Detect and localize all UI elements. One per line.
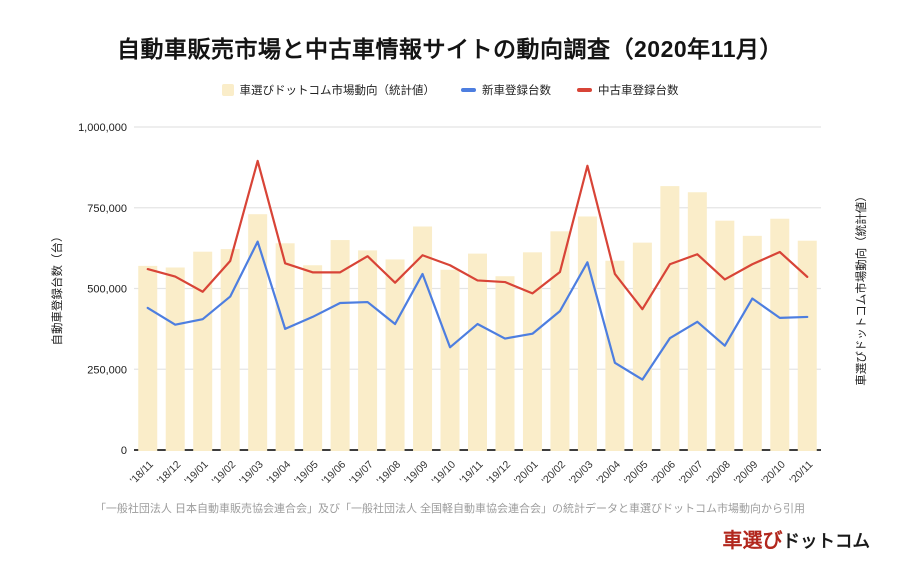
svg-text:'19/09: '19/09 bbox=[402, 459, 431, 488]
svg-text:'20/01: '20/01 bbox=[512, 459, 541, 488]
logo-black-text: ドットコム bbox=[782, 531, 871, 551]
svg-text:'19/08: '19/08 bbox=[375, 459, 404, 488]
svg-text:1,000,000: 1,000,000 bbox=[78, 122, 127, 134]
legend-label-new-car: 新車登録台数 bbox=[482, 85, 551, 97]
svg-text:500,000: 500,000 bbox=[87, 284, 127, 296]
svg-text:'20/09: '20/09 bbox=[732, 459, 761, 488]
legend-label-market-trend: 車選びドットコム市場動向（統計値） bbox=[239, 85, 436, 97]
line-swatch-icon bbox=[577, 88, 592, 92]
y2-axis-title: 車選びドットコム市場動向（統計値） bbox=[856, 190, 868, 386]
bars-market-trend bbox=[138, 186, 817, 451]
svg-text:'20/02: '20/02 bbox=[540, 459, 569, 488]
y-tick-labels: 0 250,000 500,000 750,000 1,000,000 bbox=[78, 122, 127, 457]
svg-text:250,000: 250,000 bbox=[87, 364, 127, 376]
svg-text:0: 0 bbox=[121, 445, 127, 457]
svg-text:'20/07: '20/07 bbox=[677, 459, 706, 488]
legend-item-used-car: 中古車登録台数 bbox=[577, 82, 679, 98]
svg-text:'18/12: '18/12 bbox=[155, 459, 184, 488]
svg-text:'19/04: '19/04 bbox=[265, 459, 294, 488]
svg-text:'19/07: '19/07 bbox=[347, 459, 376, 488]
source-footnote: 「一般社団法人 日本自動車販売協会連合会」及び「一般社団法人 全国軽自動車協会連… bbox=[94, 503, 806, 515]
y-axis-title: 自動車登録台数（台） bbox=[52, 230, 64, 346]
logo-red-text: 車選び bbox=[722, 530, 783, 552]
chart-title: 自動車販売市場と中古車情報サイトの動向調査（2020年11月） bbox=[117, 36, 783, 62]
line-new-car-registrations bbox=[146, 240, 809, 381]
svg-text:'20/11: '20/11 bbox=[787, 459, 815, 487]
legend-item-market-trend: 車選びドットコム市場動向（統計値） bbox=[221, 82, 436, 98]
x-tick-labels: '18/11'18/12'19/01'19/02'19/03'19/04'19/… bbox=[128, 459, 816, 488]
line-swatch-icon bbox=[461, 88, 476, 92]
svg-text:'19/06: '19/06 bbox=[320, 459, 349, 488]
svg-text:'20/05: '20/05 bbox=[622, 459, 651, 488]
svg-text:'20/04: '20/04 bbox=[595, 459, 624, 488]
svg-text:'19/10: '19/10 bbox=[430, 459, 459, 488]
legend-label-used-car: 中古車登録台数 bbox=[598, 85, 679, 97]
svg-text:'20/06: '20/06 bbox=[649, 459, 678, 488]
svg-text:'19/12: '19/12 bbox=[485, 459, 514, 488]
svg-text:750,000: 750,000 bbox=[87, 203, 127, 215]
svg-text:'19/01: '19/01 bbox=[182, 459, 211, 488]
chart-legend: 車選びドットコム市場動向（統計値） 新車登録台数 中古車登録台数 bbox=[0, 82, 900, 98]
svg-text:'19/11: '19/11 bbox=[458, 459, 486, 487]
line-used-car-registrations bbox=[146, 159, 809, 311]
svg-text:'20/08: '20/08 bbox=[704, 459, 733, 488]
svg-text:'19/02: '19/02 bbox=[210, 459, 239, 488]
svg-text:'19/05: '19/05 bbox=[292, 459, 321, 488]
kurumaerabi-logo: 車選びドットコム bbox=[723, 524, 871, 553]
svg-text:'20/10: '20/10 bbox=[759, 459, 788, 488]
svg-text:'18/11: '18/11 bbox=[128, 459, 156, 487]
svg-text:'19/03: '19/03 bbox=[237, 459, 266, 488]
svg-text:'20/03: '20/03 bbox=[567, 459, 596, 488]
legend-item-new-car: 新車登録台数 bbox=[461, 82, 551, 98]
bar-swatch-icon bbox=[221, 84, 234, 96]
